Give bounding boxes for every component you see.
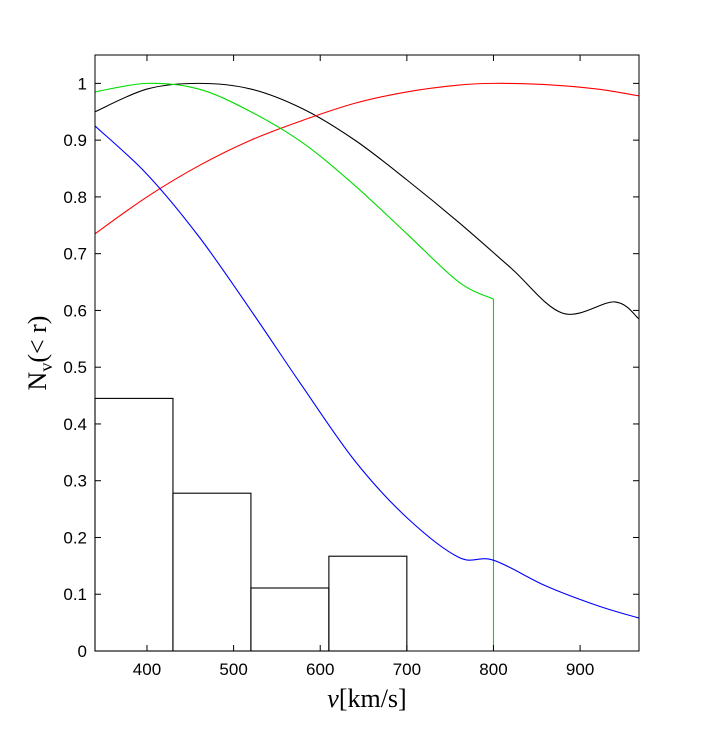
series-line-3 (95, 125, 639, 619)
histogram-bar-1 (172, 492, 252, 652)
y-tick-label-10: 1 (78, 74, 87, 93)
curves-layer (95, 82, 639, 651)
y-tick-label-3: 0.3 (63, 472, 87, 491)
series-line-0 (95, 82, 639, 320)
y-tick-label-1: 0.1 (63, 585, 87, 604)
y-tick-label-0: 0 (78, 642, 87, 661)
series-line-2 (95, 82, 495, 651)
y-tick-label-7: 0.7 (63, 245, 87, 264)
y-tick-label-9: 0.9 (63, 131, 87, 150)
x-tick-label-2: 600 (306, 660, 334, 679)
tick-labels-layer: 0 0.1 0.2 0.3 0.4 0.5 0.6 0.7 0.8 0.9 1 400 500 600 70… (63, 74, 594, 679)
y-tick-label-8: 0.8 (63, 188, 87, 207)
y-tick-label-4: 0.4 (63, 415, 87, 434)
x-tick-label-5: 900 (566, 660, 594, 679)
x-tick-label-3: 700 (393, 660, 421, 679)
ticks-layer (95, 55, 639, 652)
series-line-1 (95, 82, 639, 235)
y-tick-label-5: 0.5 (63, 358, 87, 377)
x-axis-title: v[km/s] (327, 684, 406, 713)
y-tick-label-6: 0.6 (63, 301, 87, 320)
histogram-bar-0 (94, 397, 174, 652)
y-axis-title: Nv(< r) (23, 316, 56, 391)
x-tick-label-1: 500 (219, 660, 247, 679)
x-tick-label-4: 800 (479, 660, 507, 679)
histogram-bar-3 (328, 555, 408, 652)
histogram-bar-2 (250, 587, 330, 652)
axis-titles: v[km/s] Nv(< r) (23, 316, 407, 713)
x-tick-label-0: 400 (133, 660, 161, 679)
histogram-layer (94, 397, 408, 652)
plot-frame (94, 54, 640, 652)
y-tick-label-2: 0.2 (63, 528, 87, 547)
